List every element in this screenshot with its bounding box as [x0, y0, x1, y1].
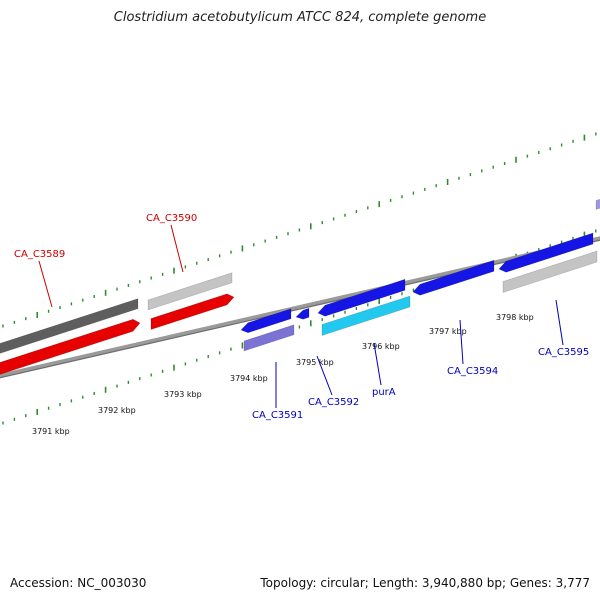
gene-bar-purple	[595, 198, 600, 210]
genome-stats-text: Topology: circular; Length: 3,940,880 bp…	[260, 576, 590, 590]
gene-label[interactable]: CA_C3591	[252, 410, 303, 421]
tick-label: 3798 kbp	[496, 313, 534, 322]
gene-bar-rna	[321, 295, 411, 336]
gene-label[interactable]: purA	[372, 387, 396, 398]
gene-bar-gray	[0, 298, 139, 354]
gene-arrow-reverse	[295, 307, 310, 320]
tick-label: 3796 kbp	[362, 342, 400, 351]
tick-label: 3793 kbp	[164, 390, 202, 399]
map-title: Clostridium acetobutylicum ATCC 824, com…	[113, 10, 487, 25]
gene-bar-gray	[147, 272, 233, 311]
gene-leader-line	[316, 355, 333, 396]
gene-bar-purple	[243, 324, 295, 352]
gene-label[interactable]: CA_C3589	[14, 249, 65, 260]
tick-label: 3794 kbp	[230, 374, 268, 383]
tick-rows	[2, 132, 597, 425]
tick-label: 3795 kbp	[296, 358, 334, 367]
gene-bar-gray	[502, 250, 598, 293]
gene-arrow-forward	[150, 293, 235, 330]
gene-label[interactable]: CA_C3592	[308, 397, 359, 408]
genes	[0, 198, 600, 375]
gene-leader-line	[38, 260, 53, 308]
tick-label: 3791 kbp	[32, 427, 70, 436]
backbone-line	[0, 236, 600, 378]
gene-label[interactable]: CA_C3590	[146, 213, 197, 224]
tick-label: 3797 kbp	[429, 327, 467, 336]
gene-arrow-forward	[0, 318, 141, 375]
gene-arrow-reverse	[240, 308, 292, 334]
gene-label[interactable]: CA_C3594	[447, 366, 498, 377]
gene-leader-line	[373, 342, 382, 386]
gene-arrow-reverse	[412, 259, 495, 296]
gene-leader-line	[170, 224, 184, 273]
gene-arrow-reverse	[498, 232, 594, 273]
tick-label: 3792 kbp	[98, 406, 136, 415]
accession-text: Accession: NC_003030	[10, 576, 147, 590]
gene-label[interactable]: CA_C3595	[538, 347, 589, 358]
gene-leader-line	[555, 299, 564, 346]
gene-labels: CA_C3589 CA_C3590 CA_C3591 CA_C3592 purA CA_C…	[14, 213, 589, 421]
gene-arrow-reverse	[317, 278, 406, 317]
tick-labels: 3791 kbp 3792 kbp 3793 kbp 3794 kbp 3795 kbp…	[32, 313, 534, 436]
gene-leader-line	[459, 319, 464, 365]
